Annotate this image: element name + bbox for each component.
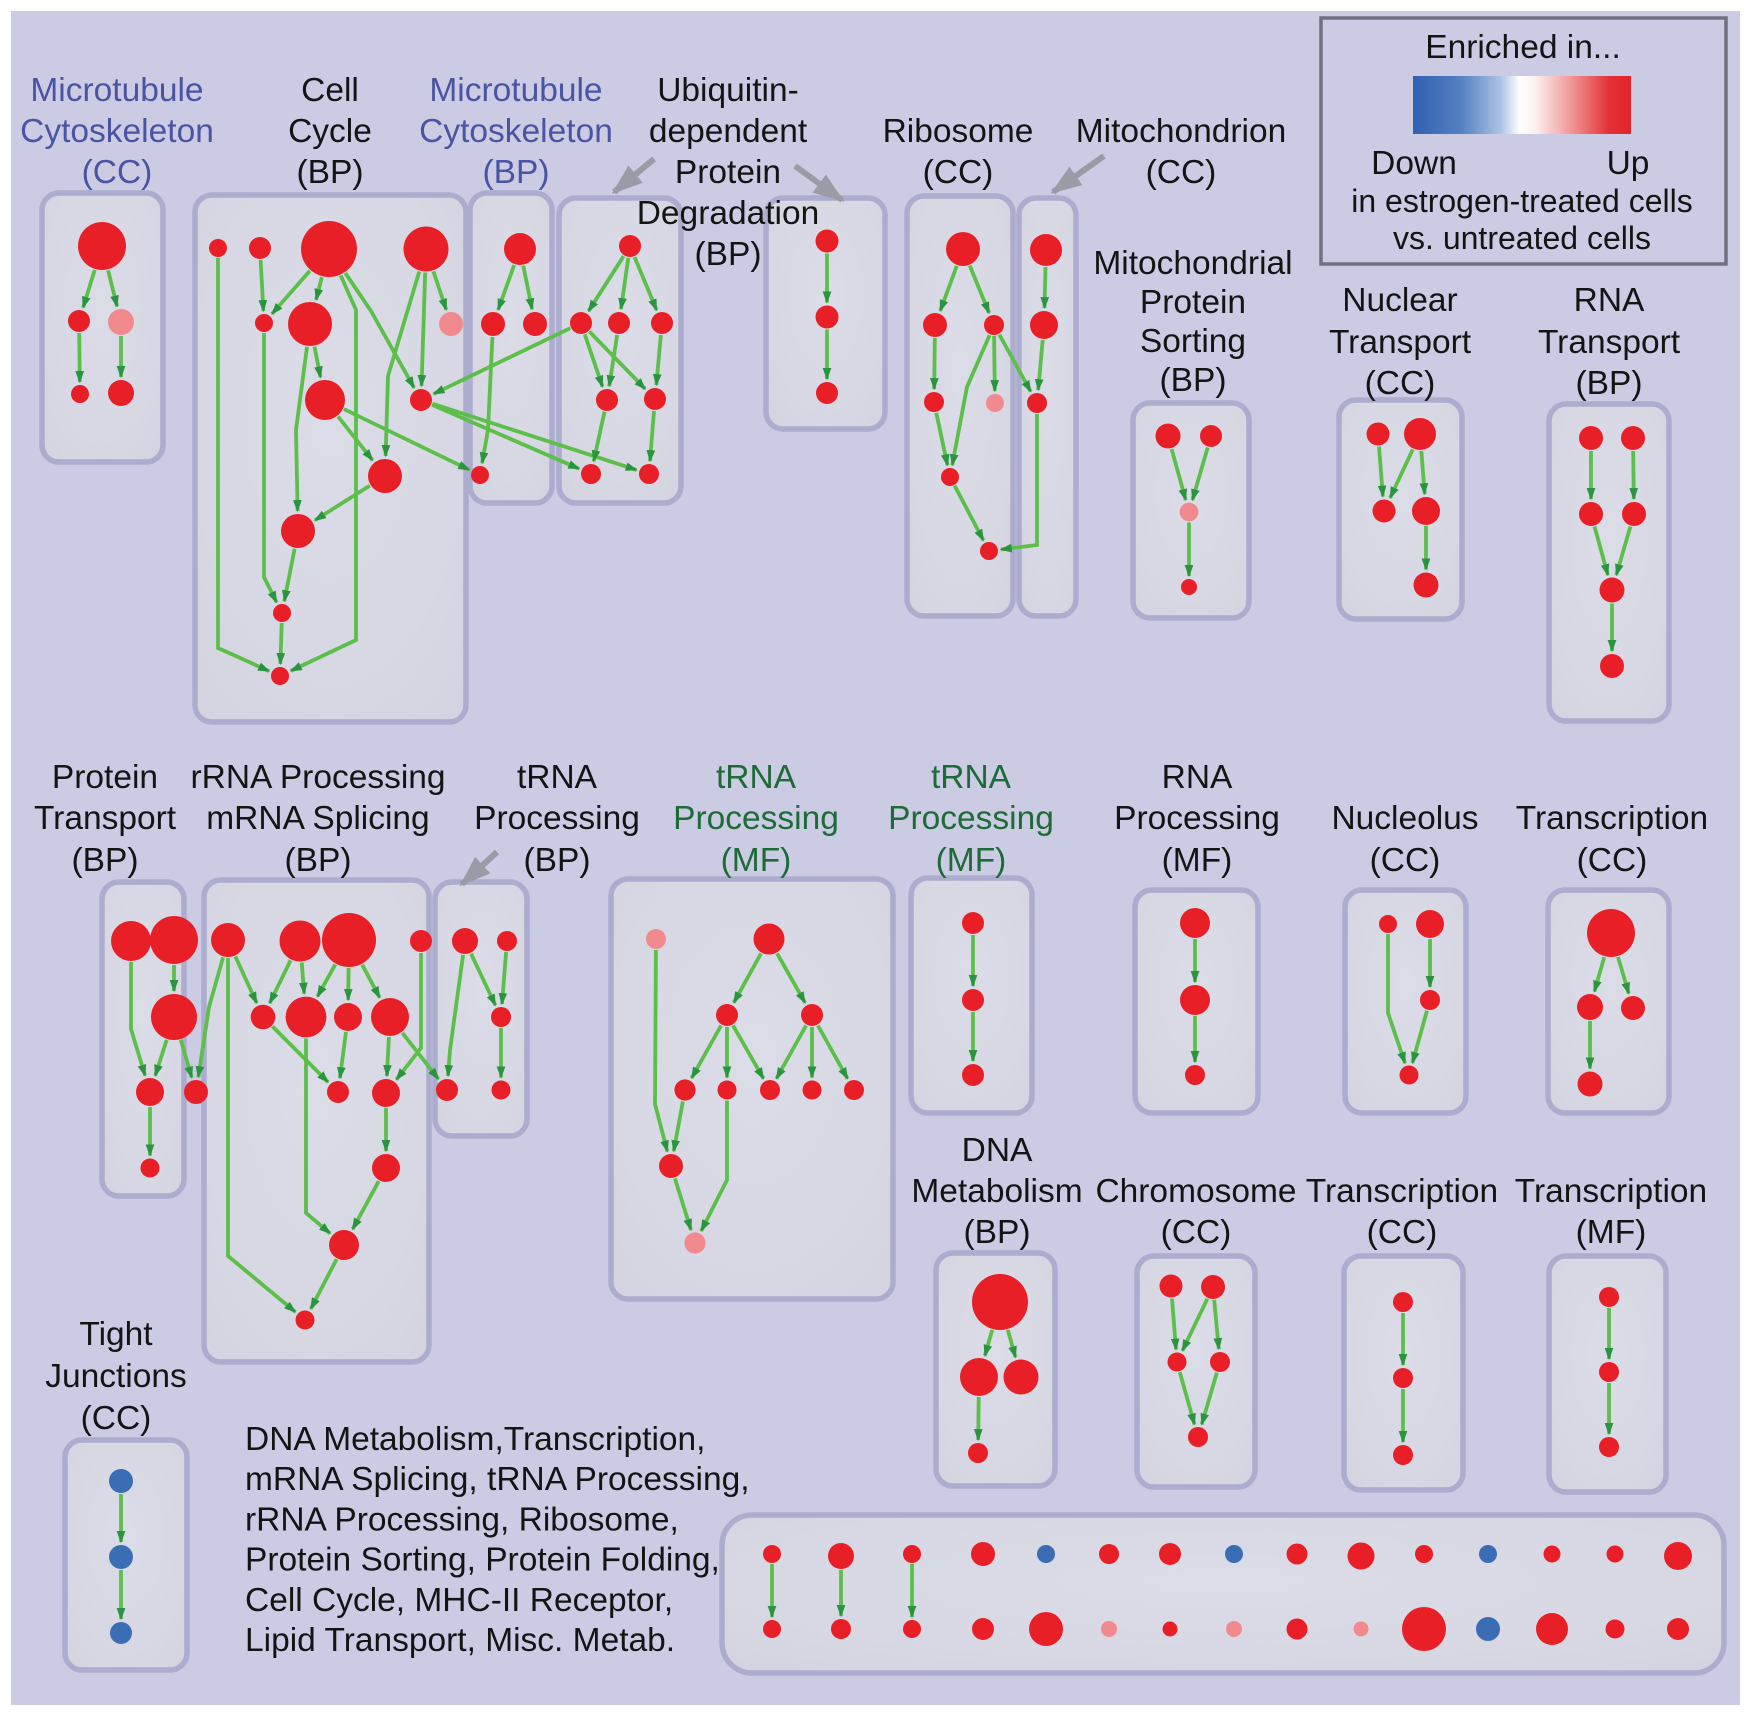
svg-text:DNA: DNA [962,1132,1033,1169]
svg-text:Enriched in...: Enriched in... [1425,29,1621,66]
svg-text:tRNA: tRNA [716,759,797,796]
svg-text:(CC): (CC) [1161,1214,1232,1251]
svg-text:Transcription: Transcription [1306,1173,1498,1210]
svg-text:Processing: Processing [888,800,1054,837]
svg-text:Transport: Transport [1329,324,1472,361]
svg-text:mRNA Splicing, tRNA Processing: mRNA Splicing, tRNA Processing, [245,1461,750,1498]
svg-text:(MF): (MF) [936,842,1007,879]
svg-text:(CC): (CC) [82,154,153,191]
svg-text:Lipid Transport, Misc. Metab.: Lipid Transport, Misc. Metab. [245,1622,675,1659]
svg-text:Mitochondrion: Mitochondrion [1076,113,1286,150]
svg-text:mRNA Splicing: mRNA Splicing [206,800,429,837]
svg-text:tRNA: tRNA [931,759,1012,796]
svg-text:DNA Metabolism,Transcription,: DNA Metabolism,Transcription, [245,1421,705,1458]
svg-text:dependent: dependent [649,113,808,150]
svg-text:Up: Up [1607,145,1650,182]
svg-text:(BP): (BP) [524,842,591,879]
svg-text:Protein: Protein [1140,284,1246,321]
svg-text:Sorting: Sorting [1140,323,1246,360]
svg-text:Degradation: Degradation [637,195,820,232]
svg-text:Down: Down [1371,145,1457,182]
svg-text:Chromosome: Chromosome [1095,1173,1296,1210]
svg-text:tRNA: tRNA [517,759,598,796]
svg-text:Transport: Transport [1538,324,1681,361]
svg-text:Junctions: Junctions [45,1358,187,1395]
svg-text:(CC): (CC) [1577,842,1648,879]
svg-text:rRNA Processing, Ribosome,: rRNA Processing, Ribosome, [245,1501,679,1538]
svg-text:(CC): (CC) [1146,154,1217,191]
svg-text:(MF): (MF) [1576,1214,1647,1251]
svg-text:(BP): (BP) [297,154,364,191]
svg-text:(CC): (CC) [1370,842,1441,879]
svg-text:(BP): (BP) [483,154,550,191]
svg-text:Mitochondrial: Mitochondrial [1093,245,1292,282]
svg-text:Protein: Protein [52,759,158,796]
svg-text:RNA: RNA [1162,759,1233,796]
svg-text:(CC): (CC) [1365,365,1436,402]
svg-text:Transcription: Transcription [1515,1173,1707,1210]
svg-text:(MF): (MF) [721,842,792,879]
svg-text:Processing: Processing [1114,800,1280,837]
svg-text:Cytoskeleton: Cytoskeleton [20,113,214,150]
svg-text:Processing: Processing [474,800,640,837]
svg-text:Cycle: Cycle [288,113,372,150]
svg-text:Protein Sorting, Protein Foldi: Protein Sorting, Protein Folding, [245,1542,720,1579]
svg-text:Nuclear: Nuclear [1342,282,1457,319]
svg-text:(BP): (BP) [695,236,762,273]
svg-text:(CC): (CC) [1367,1214,1438,1251]
svg-text:in estrogen-treated cells: in estrogen-treated cells [1351,183,1693,219]
svg-text:Ribosome: Ribosome [883,113,1034,150]
svg-text:RNA: RNA [1574,282,1645,319]
svg-text:Cell: Cell [301,72,359,109]
svg-text:(CC): (CC) [81,1400,152,1437]
svg-text:Microtubule: Microtubule [30,72,203,109]
svg-text:(BP): (BP) [1160,362,1227,399]
svg-text:vs. untreated cells: vs. untreated cells [1393,220,1651,256]
svg-text:(BP): (BP) [1576,365,1643,402]
svg-text:Cell Cycle, MHC-II Receptor,: Cell Cycle, MHC-II Receptor, [245,1582,673,1619]
svg-text:Cytoskeleton: Cytoskeleton [419,113,613,150]
svg-text:(CC): (CC) [923,154,994,191]
svg-text:Transport: Transport [34,800,177,837]
svg-text:Tight: Tight [79,1316,153,1353]
svg-text:Transcription: Transcription [1516,800,1708,837]
svg-text:Protein: Protein [675,154,781,191]
svg-text:Metabolism: Metabolism [911,1173,1082,1210]
svg-text:(BP): (BP) [285,842,352,879]
svg-text:Ubiquitin-: Ubiquitin- [657,72,799,109]
svg-text:Nucleolus: Nucleolus [1331,800,1478,837]
svg-text:Microtubule: Microtubule [429,72,602,109]
svg-text:(BP): (BP) [72,842,139,879]
svg-text:(BP): (BP) [964,1214,1031,1251]
svg-text:Processing: Processing [673,800,839,837]
svg-text:(MF): (MF) [1162,842,1233,879]
svg-text:rRNA Processing: rRNA Processing [190,759,445,796]
